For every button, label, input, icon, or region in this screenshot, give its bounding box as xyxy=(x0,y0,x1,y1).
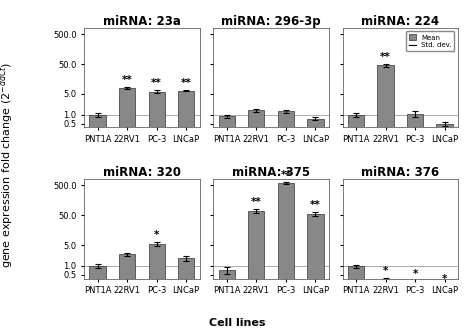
Text: **: ** xyxy=(122,75,132,85)
Text: **: ** xyxy=(281,170,291,180)
Bar xyxy=(178,258,194,330)
Bar xyxy=(119,254,135,330)
Text: *: * xyxy=(154,230,159,240)
Text: *: * xyxy=(412,269,418,279)
Text: Cell lines: Cell lines xyxy=(209,318,265,328)
Bar xyxy=(219,116,235,330)
Legend: Mean, Std. dev.: Mean, Std. dev. xyxy=(406,31,455,51)
Bar xyxy=(278,112,294,330)
Title: miRNA: 23a: miRNA: 23a xyxy=(103,15,181,28)
Text: **: ** xyxy=(251,197,262,207)
Bar xyxy=(90,115,106,330)
Bar xyxy=(407,282,423,330)
Bar xyxy=(377,280,393,330)
Bar xyxy=(307,118,324,330)
Bar xyxy=(348,115,364,330)
Bar xyxy=(278,183,294,330)
Bar xyxy=(377,65,393,330)
Bar xyxy=(437,124,453,330)
Text: *: * xyxy=(383,266,388,276)
Bar xyxy=(148,244,165,330)
Text: *: * xyxy=(442,275,447,284)
Bar xyxy=(219,270,235,330)
Bar xyxy=(90,266,106,330)
Bar xyxy=(248,111,264,330)
Text: gene expression fold change (2$^{-ddCt}$): gene expression fold change (2$^{-ddCt}$… xyxy=(0,62,17,268)
Bar xyxy=(119,88,135,330)
Bar xyxy=(307,214,324,330)
Text: **: ** xyxy=(181,78,191,87)
Title: miRNA: 320: miRNA: 320 xyxy=(103,166,181,179)
Text: **: ** xyxy=(310,200,321,210)
Bar xyxy=(248,211,264,330)
Text: **: ** xyxy=(380,52,391,62)
Text: **: ** xyxy=(151,78,162,88)
Title: miRNA: 376: miRNA: 376 xyxy=(361,166,439,179)
Bar xyxy=(178,90,194,330)
Bar xyxy=(348,266,364,330)
Title: miRNA: 224: miRNA: 224 xyxy=(361,15,439,28)
Title: miRNA: 296-3p: miRNA: 296-3p xyxy=(221,15,321,28)
Bar xyxy=(148,92,165,330)
Title: miRNA: 375: miRNA: 375 xyxy=(232,166,310,179)
Bar xyxy=(407,114,423,330)
Bar xyxy=(437,288,453,330)
